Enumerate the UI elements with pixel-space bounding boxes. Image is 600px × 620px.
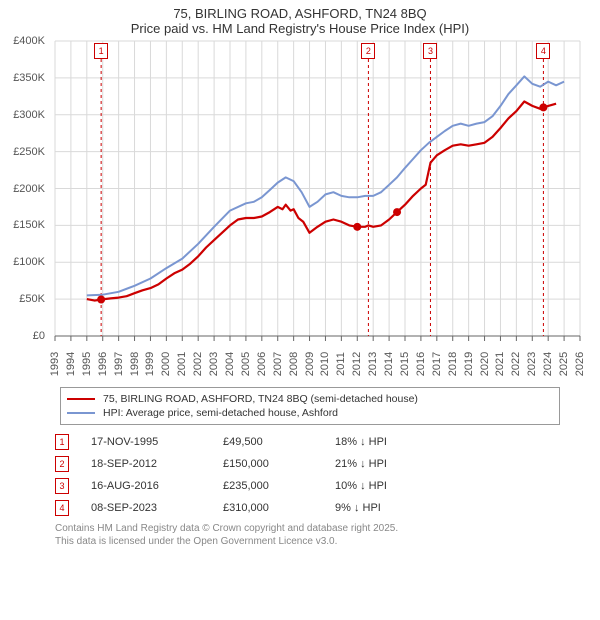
legend-swatch	[67, 398, 95, 400]
y-axis-label: £0	[1, 330, 45, 342]
transaction-delta: 9% ↓ HPI	[335, 502, 425, 514]
title-line-2: Price paid vs. HM Land Registry's House …	[0, 21, 600, 36]
title-line-1: 75, BIRLING ROAD, ASHFORD, TN24 8BQ	[0, 6, 600, 21]
x-axis-label: 2008	[288, 349, 300, 379]
y-axis-label: £400K	[1, 35, 45, 47]
transaction-price: £235,000	[223, 480, 313, 492]
transactions-table: 1 17-NOV-1995 £49,500 18% ↓ HPI 2 18-SEP-2012…	[55, 431, 560, 519]
x-axis-label: 2006	[256, 349, 268, 379]
price-chart: £0 £50K £100K £150K £200K £250K £300K £350K £400…	[0, 36, 600, 381]
transaction-date: 08-SEP-2023	[91, 502, 201, 514]
x-axis-label: 2023	[526, 349, 538, 379]
y-axis-label: £350K	[1, 72, 45, 84]
x-axis-label: 1995	[81, 349, 93, 379]
event-marker-box: 4	[536, 43, 550, 59]
attribution-footer: Contains HM Land Registry data © Crown c…	[55, 523, 560, 548]
legend-label: HPI: Average price, semi-detached house,…	[103, 407, 338, 419]
x-axis-label: 2004	[224, 349, 236, 379]
transaction-row: 3 16-AUG-2016 £235,000 10% ↓ HPI	[55, 475, 560, 497]
x-axis-label: 1993	[49, 349, 61, 379]
transaction-date: 17-NOV-1995	[91, 436, 201, 448]
series-marker	[97, 295, 105, 303]
y-axis-label: £300K	[1, 109, 45, 121]
x-axis-label: 1996	[97, 349, 109, 379]
series-marker	[353, 223, 361, 231]
event-marker-box: 1	[94, 43, 108, 59]
x-axis-label: 2001	[176, 349, 188, 379]
legend-item: 75, BIRLING ROAD, ASHFORD, TN24 8BQ (sem…	[67, 392, 553, 406]
x-axis-label: 2002	[192, 349, 204, 379]
x-axis-label: 1998	[129, 349, 141, 379]
transaction-date: 16-AUG-2016	[91, 480, 201, 492]
series-marker	[393, 208, 401, 216]
event-marker-box: 2	[361, 43, 375, 59]
x-axis-label: 2015	[399, 349, 411, 379]
series-marker	[539, 103, 547, 111]
x-axis-label: 2016	[415, 349, 427, 379]
transaction-delta: 10% ↓ HPI	[335, 480, 425, 492]
x-axis-label: 2014	[383, 349, 395, 379]
legend: 75, BIRLING ROAD, ASHFORD, TN24 8BQ (sem…	[60, 387, 560, 425]
transaction-marker-num: 3	[55, 478, 69, 494]
transaction-delta: 21% ↓ HPI	[335, 458, 425, 470]
x-axis-label: 2003	[208, 349, 220, 379]
transaction-price: £310,000	[223, 502, 313, 514]
legend-swatch	[67, 412, 95, 414]
transaction-row: 1 17-NOV-1995 £49,500 18% ↓ HPI	[55, 431, 560, 453]
transaction-row: 4 08-SEP-2023 £310,000 9% ↓ HPI	[55, 497, 560, 519]
series-line	[87, 102, 556, 301]
transaction-marker-num: 4	[55, 500, 69, 516]
x-axis-label: 2022	[510, 349, 522, 379]
x-axis-label: 2018	[447, 349, 459, 379]
x-axis-label: 2025	[558, 349, 570, 379]
x-axis-label: 2007	[272, 349, 284, 379]
x-axis-label: 2024	[542, 349, 554, 379]
x-axis-label: 2013	[367, 349, 379, 379]
x-axis-label: 2011	[335, 349, 347, 379]
x-axis-label: 2000	[160, 349, 172, 379]
transaction-price: £49,500	[223, 436, 313, 448]
event-marker-box: 3	[423, 43, 437, 59]
x-axis-label: 2019	[463, 349, 475, 379]
chart-svg	[0, 36, 600, 381]
x-axis-label: 2010	[319, 349, 331, 379]
transaction-marker-num: 1	[55, 434, 69, 450]
x-axis-label: 1999	[144, 349, 156, 379]
chart-titles: 75, BIRLING ROAD, ASHFORD, TN24 8BQ Pric…	[0, 0, 600, 36]
y-axis-label: £150K	[1, 219, 45, 231]
x-axis-label: 2026	[574, 349, 586, 379]
y-axis-label: £250K	[1, 146, 45, 158]
footer-line-2: This data is licensed under the Open Gov…	[55, 536, 560, 549]
x-axis-label: 2020	[479, 349, 491, 379]
legend-label: 75, BIRLING ROAD, ASHFORD, TN24 8BQ (sem…	[103, 393, 418, 405]
x-axis-label: 1997	[113, 349, 125, 379]
x-axis-label: 2017	[431, 349, 443, 379]
y-axis-label: £100K	[1, 256, 45, 268]
y-axis-label: £200K	[1, 183, 45, 195]
footer-line-1: Contains HM Land Registry data © Crown c…	[55, 523, 560, 536]
x-axis-label: 2021	[494, 349, 506, 379]
transaction-row: 2 18-SEP-2012 £150,000 21% ↓ HPI	[55, 453, 560, 475]
legend-item: HPI: Average price, semi-detached house,…	[67, 406, 553, 420]
y-axis-label: £50K	[1, 293, 45, 305]
x-axis-label: 2005	[240, 349, 252, 379]
transaction-delta: 18% ↓ HPI	[335, 436, 425, 448]
x-axis-label: 1994	[65, 349, 77, 379]
x-axis-label: 2009	[304, 349, 316, 379]
transaction-marker-num: 2	[55, 456, 69, 472]
transaction-date: 18-SEP-2012	[91, 458, 201, 470]
transaction-price: £150,000	[223, 458, 313, 470]
x-axis-label: 2012	[351, 349, 363, 379]
